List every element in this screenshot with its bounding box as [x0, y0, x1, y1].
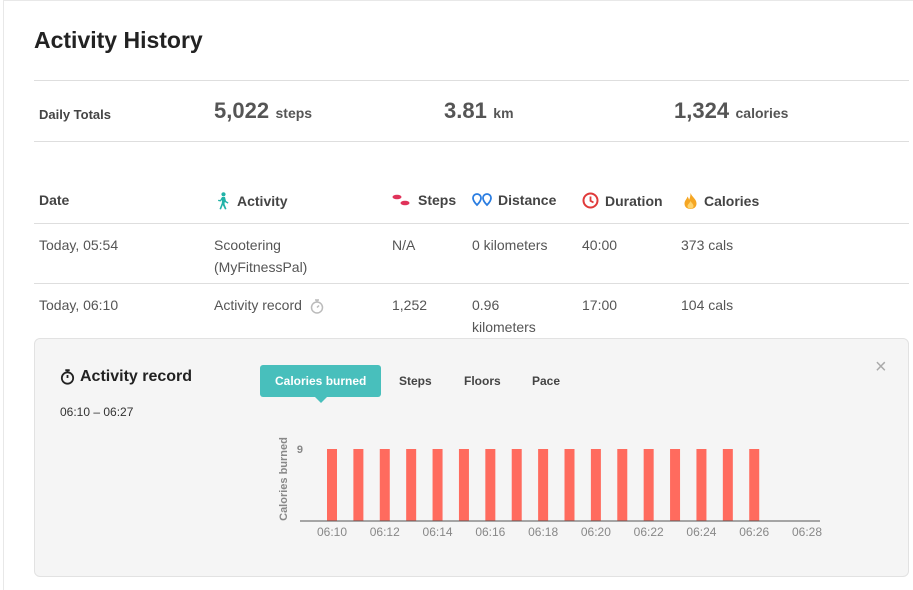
close-icon[interactable]: × [875, 356, 887, 378]
stopwatch-icon [310, 299, 324, 314]
bar [379, 449, 390, 521]
tab-calories-burned[interactable]: Calories burned [260, 365, 382, 403]
total-steps-value: 5,022 [214, 98, 270, 123]
total-distance-value: 3.81 [444, 98, 487, 123]
row-steps: N/A [392, 237, 416, 253]
walking-person-icon [218, 192, 229, 210]
row-duration: 17:00 [582, 297, 618, 313]
bar [749, 449, 760, 521]
bar [511, 449, 522, 521]
x-tick-label: 06:26 [739, 525, 769, 539]
page-frame [3, 0, 913, 590]
header-steps[interactable]: Steps [392, 192, 456, 208]
daily-totals-label: Daily Totals [39, 107, 112, 122]
total-distance: 3.81 km [444, 98, 514, 124]
header-calories-label: Calories [704, 193, 760, 209]
tab-pace[interactable]: Pace [532, 374, 561, 388]
header-activity[interactable]: Activity [215, 192, 288, 210]
x-tick-label: 06:18 [528, 525, 558, 539]
header-distance[interactable]: Distance [472, 192, 556, 208]
detail-time-range: 06:10 – 06:27 [60, 405, 134, 419]
x-tick-label: 06:22 [634, 525, 664, 539]
row-date: Today, 05:54 [39, 237, 119, 253]
footprints-icon [392, 194, 410, 206]
tab-floors[interactable]: Floors [464, 374, 501, 388]
row-activity: Scootering (MyFitnessPal) [214, 237, 308, 275]
row-duration: 40:00 [582, 237, 618, 253]
divider [34, 283, 909, 284]
x-tick-label: 06:16 [475, 525, 505, 539]
detail-title-label: Activity record [80, 368, 193, 385]
header-date[interactable]: Date [39, 192, 70, 208]
header-duration[interactable]: Duration [582, 192, 663, 209]
total-distance-unit: km [493, 105, 514, 121]
bar [327, 449, 337, 521]
divider [34, 141, 909, 142]
bar [564, 449, 575, 521]
header-distance-label: Distance [498, 192, 557, 208]
header-calories[interactable]: Calories [683, 192, 759, 210]
x-tick-label: 06:20 [581, 525, 611, 539]
bar [722, 449, 733, 521]
x-tick-label: 06:12 [370, 525, 400, 539]
header-activity-label: Activity [237, 193, 288, 209]
bar [643, 449, 654, 521]
row-calories: 104 cals [681, 297, 734, 313]
divider [34, 223, 909, 224]
calories-bar-chart: Calories burned 9 06:10 06:12 06:14 06:16 06:1… [278, 437, 822, 539]
tab-steps[interactable]: Steps [399, 374, 432, 388]
bar [538, 449, 549, 521]
row-activity-label: Activity record [214, 297, 302, 313]
bar [617, 449, 628, 521]
bar [432, 449, 443, 521]
bar [590, 449, 601, 521]
flame-icon [684, 193, 697, 209]
x-tick-label: 06:10 [317, 525, 347, 539]
header-steps-label: Steps [418, 192, 457, 208]
row-distance: 0.96 kilometers [472, 297, 536, 335]
activity-detail-panel: Activity record 06:10 – 06:27 × Calories… [34, 338, 909, 577]
total-calories-unit: calories [735, 105, 789, 121]
x-tick-label: 06:28 [792, 525, 822, 539]
bar [696, 449, 707, 521]
total-steps: 5,022 steps [214, 98, 312, 124]
total-steps-unit: steps [275, 105, 313, 121]
total-calories: 1,324 calories [674, 98, 788, 124]
y-tick-label: 9 [297, 444, 303, 456]
bar [406, 449, 417, 521]
row-date: Today, 06:10 [39, 297, 119, 313]
route-pins-icon [472, 193, 492, 207]
row-steps: 1,252 [392, 297, 428, 313]
x-tick-label: 06:14 [423, 525, 453, 539]
x-tick-label: 06:24 [686, 525, 716, 539]
row-distance: 0 kilometers [472, 237, 548, 253]
row-activity: Activity record [214, 294, 324, 316]
divider [34, 80, 909, 81]
stopwatch-icon [60, 369, 75, 385]
total-calories-value: 1,324 [674, 98, 730, 123]
header-duration-label: Duration [605, 192, 663, 209]
detail-title: Activity record [60, 368, 192, 386]
clock-icon [582, 192, 599, 209]
bar [353, 449, 364, 521]
bar [670, 449, 681, 521]
row-calories: 373 cals [681, 237, 734, 253]
bar [485, 449, 496, 521]
bar [458, 449, 469, 521]
y-axis-label: Calories burned [278, 437, 290, 521]
page-title: Activity History [34, 27, 203, 53]
